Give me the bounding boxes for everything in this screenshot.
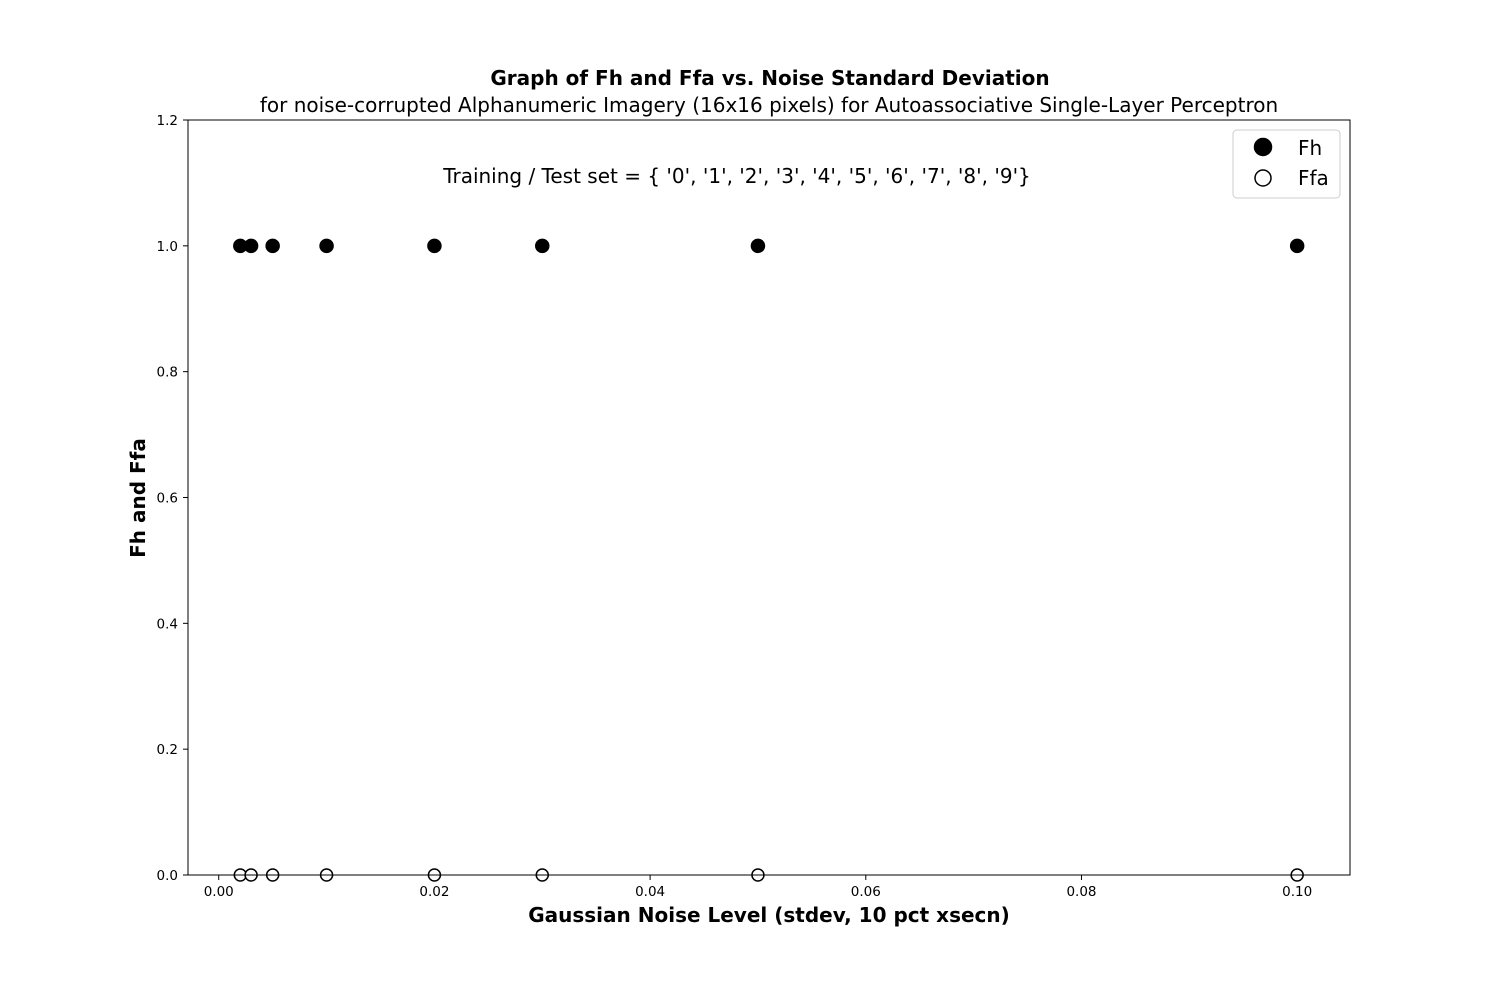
axis-ticks: 0.00 0.02 0.04 0.06 0.08 0.10 0.0 0.2 0.4 0.6 0.8 1… [157, 113, 1313, 900]
x-tick-label: 0.06 [851, 884, 881, 900]
x-axis-title: Gaussian Noise Level (stdev, 10 pct xsec… [528, 903, 1010, 927]
fh-point [427, 238, 442, 254]
legend-fh-label: Fh [1298, 136, 1322, 160]
training-set-annotation: Training / Test set = { '0', '1', '2', '… [442, 164, 1031, 188]
fh-point [1289, 238, 1305, 254]
chart-title: Graph of Fh and Ffa vs. Noise Standard D… [490, 66, 1050, 90]
y-tick-label: 0.8 [157, 365, 178, 381]
fh-point [750, 238, 766, 254]
y-tick-label: 1.0 [157, 239, 178, 255]
chart-subtitle: for noise-corrupted Alphanumeric Imagery… [259, 93, 1279, 117]
y-tick-label: 0.0 [157, 868, 178, 884]
legend: Fh Ffa [1232, 129, 1341, 199]
y-tick-label: 0.2 [157, 742, 178, 758]
x-tick-label: 0.00 [204, 884, 234, 900]
fh-point [243, 238, 259, 254]
y-tick-label: 0.6 [157, 491, 178, 507]
data-points [233, 238, 1305, 882]
legend-ffa-label: Ffa [1298, 166, 1329, 190]
fh-point [535, 238, 550, 254]
plot-frame [187, 119, 1351, 876]
y-tick-label: 0.4 [157, 616, 178, 632]
fh-point [265, 238, 280, 254]
x-tick-label: 0.10 [1282, 884, 1312, 900]
y-tick-label: 1.2 [157, 113, 178, 129]
legend-ffa-marker [1254, 169, 1272, 187]
x-tick-label: 0.04 [635, 884, 665, 900]
x-tick-label: 0.08 [1066, 884, 1096, 900]
x-tick-label: 0.02 [419, 884, 449, 900]
y-axis-title: Fh and Ffa [126, 438, 150, 558]
legend-fh-marker [1253, 137, 1273, 157]
fh-point [319, 238, 334, 254]
